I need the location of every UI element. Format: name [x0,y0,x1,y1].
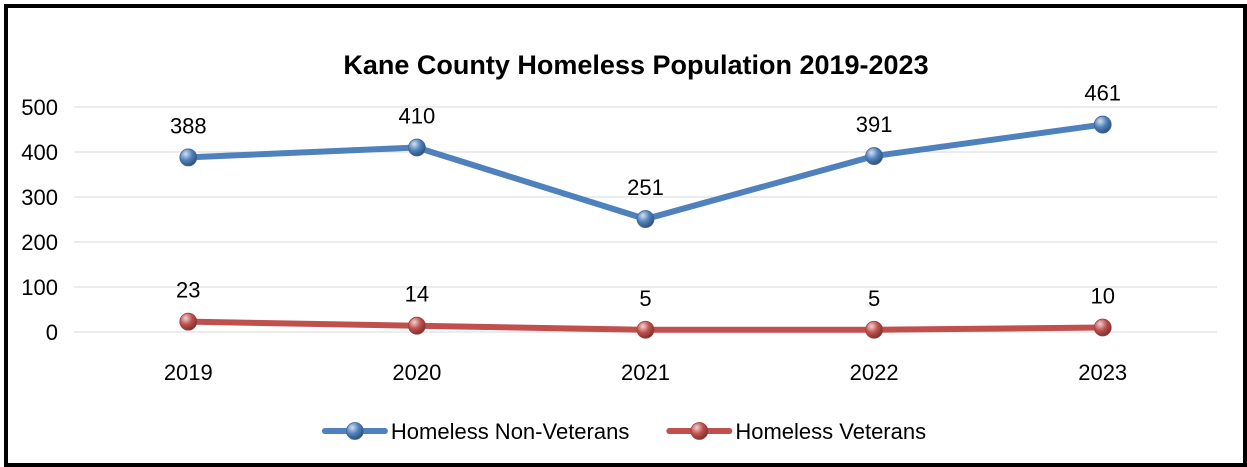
series-0-point [407,138,426,157]
series-1-data-label: 5 [868,286,880,311]
y-tick-label: 500 [21,95,58,120]
y-tick-label: 200 [21,230,58,255]
chart-title: Kane County Homeless Population 2019-202… [343,50,928,80]
y-tick-label: 100 [21,275,58,300]
legend-label: Homeless Veterans [735,419,926,444]
y-tick-label: 400 [21,140,58,165]
legend-swatch-marker [690,422,709,440]
legend: Homeless Non-Veterans Homeless Veterans [321,419,926,444]
legend-item-0: Homeless Non-Veterans [321,419,629,444]
x-tick-label: 2020 [392,360,441,385]
x-tick-label: 2021 [621,360,670,385]
series-1-point [865,320,883,339]
series-0-data-label: 410 [399,104,436,129]
series-0-point [636,210,655,228]
data-label-layer: 388 410 251 391 461 23 14 5 5 10 [170,81,1121,311]
series-1-point [636,320,655,339]
series-0-data-label: 388 [170,113,207,138]
series-1-point [179,312,198,331]
legend-label: Homeless Non-Veterans [391,419,629,444]
y-tick-label: 300 [21,185,58,210]
series-1-data-label: 14 [405,282,429,307]
series-0-point [1093,115,1112,134]
series-layer [179,115,1112,339]
series-0-data-label: 461 [1084,81,1121,106]
series-0-data-label: 251 [627,175,664,200]
series-1-point [1093,318,1112,337]
series-1-point [407,316,426,335]
x-tick-label: 2023 [1078,360,1127,385]
chart-svg: Kane County Homeless Population 2019-202… [21,50,1217,444]
series-0-data-label: 391 [856,112,893,137]
y-tick-label: 0 [46,320,58,345]
legend-swatch-marker [345,422,364,440]
series-1-data-label: 10 [1090,284,1114,309]
x-tick-label: 2022 [850,360,899,385]
series-1-data-label: 23 [176,278,200,303]
legend-item-1: Homeless Veterans [666,419,926,444]
series-line-0 [185,121,1106,223]
axis-label-layer: 0 100 200 300 400 500 2019 2020 2021 2022 2023 [21,95,1127,385]
series-0-point [179,148,198,167]
chart-frame: Kane County Homeless Population 2019-202… [4,4,1247,467]
series-0-point [865,147,883,165]
series-1-data-label: 5 [639,286,651,311]
x-tick-label: 2019 [164,360,213,385]
